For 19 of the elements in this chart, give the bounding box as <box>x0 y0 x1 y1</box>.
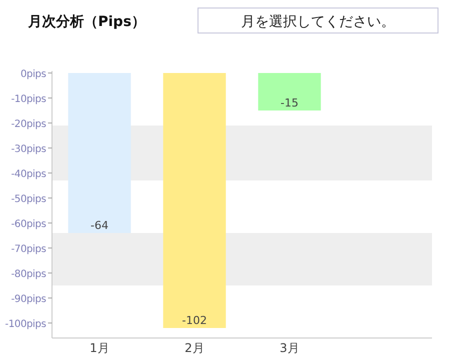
y-tick-label: -60pips <box>11 219 46 230</box>
annotation: 月を選択してください。 <box>198 8 438 34</box>
data-label: -64 <box>90 219 108 232</box>
y-tick-label: -10pips <box>11 94 46 105</box>
x-tick-label: 2月 <box>184 341 204 355</box>
y-tick-label: -40pips <box>11 169 46 180</box>
x-tick-label: 3月 <box>280 341 300 355</box>
data-label: -102 <box>182 314 207 327</box>
y-tick-label: -50pips <box>11 194 46 205</box>
y-tick-label: -80pips <box>11 269 46 280</box>
y-tick-label: -30pips <box>11 144 46 155</box>
y-tick-label: 0pips <box>20 69 46 80</box>
y-tick-label: -70pips <box>11 244 46 255</box>
data-label: -15 <box>280 96 298 110</box>
y-tick-label: -100pips <box>5 319 46 330</box>
chart-title: 月次分析（Pips） <box>27 14 146 30</box>
x-tick-label: 1月 <box>90 341 110 355</box>
y-tick-label: -20pips <box>11 119 46 130</box>
y-tick-label: -90pips <box>11 294 46 305</box>
